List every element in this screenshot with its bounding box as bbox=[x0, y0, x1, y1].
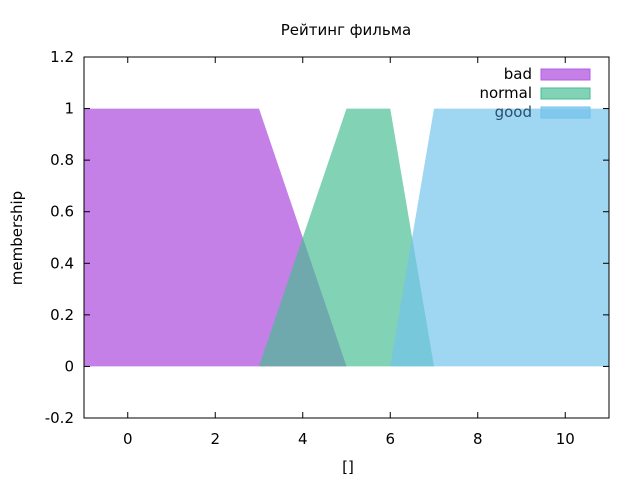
legend-label-normal: normal bbox=[479, 84, 532, 102]
y-tick-label: 0.8 bbox=[50, 151, 74, 169]
chart-title: Рейтинг фильма bbox=[281, 21, 411, 39]
x-tick-label: 6 bbox=[385, 430, 395, 448]
axis-ticks: 0 2 4 6 8 10 -0.2 0 0.2 0.4 0.6 0.8 1 1.2 bbox=[45, 48, 609, 448]
series-areas bbox=[84, 108, 609, 367]
legend-swatch-good bbox=[540, 106, 591, 119]
legend-swatch-normal bbox=[540, 87, 591, 100]
x-tick-label: 4 bbox=[298, 430, 308, 448]
legend-label-good: good bbox=[495, 103, 532, 121]
legend-label-bad: bad bbox=[504, 65, 532, 83]
x-tick-label: 8 bbox=[473, 430, 483, 448]
x-tick-label: 10 bbox=[556, 430, 575, 448]
x-tick-label: 0 bbox=[123, 430, 133, 448]
y-tick-label: 0.2 bbox=[50, 306, 74, 324]
y-tick-label: -0.2 bbox=[45, 409, 74, 427]
area-normal bbox=[259, 108, 434, 367]
y-tick-label: 1.2 bbox=[50, 48, 74, 66]
y-axis-label: membership bbox=[8, 191, 26, 285]
y-tick-label: 0.6 bbox=[50, 203, 74, 221]
x-axis-label: [] bbox=[342, 458, 354, 476]
y-tick-label: 1 bbox=[64, 100, 74, 118]
plot-frame bbox=[83, 56, 610, 419]
legend-swatch-bad bbox=[540, 68, 591, 81]
area-good bbox=[390, 108, 609, 367]
x-tick-label: 2 bbox=[210, 430, 220, 448]
y-tick-label: 0.4 bbox=[50, 254, 74, 272]
y-tick-label: 0 bbox=[64, 357, 74, 375]
